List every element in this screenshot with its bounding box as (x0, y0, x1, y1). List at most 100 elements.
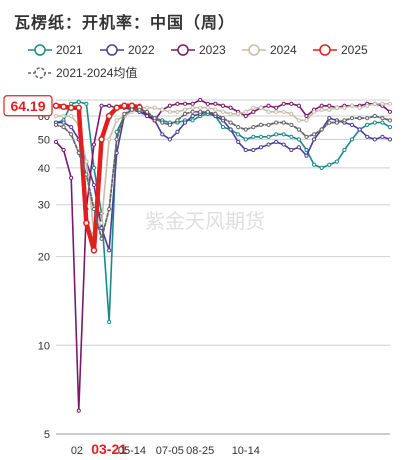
data-point (380, 101, 385, 106)
data-point (243, 113, 248, 119)
data-point (144, 105, 150, 110)
data-point (365, 116, 370, 121)
data-point (105, 112, 113, 120)
data-point (380, 120, 385, 125)
data-point (258, 122, 264, 127)
data-point (220, 109, 226, 114)
data-point (84, 172, 89, 177)
data-point (304, 153, 309, 158)
data-point (99, 103, 104, 108)
data-point (334, 159, 339, 164)
y-tick-label: 30 (38, 200, 50, 212)
data-point (69, 175, 74, 180)
data-point (304, 113, 309, 119)
data-point (274, 120, 279, 125)
data-point (372, 137, 377, 142)
data-point (167, 103, 172, 108)
data-point (281, 132, 286, 137)
data-point (213, 101, 218, 106)
data-point (113, 104, 120, 112)
axis: 51020304050606864.1902-03-2105-1407-0508… (3, 95, 390, 459)
data-point (236, 132, 241, 137)
data-point (251, 105, 256, 110)
legend-item[interactable]: 2023 (171, 43, 226, 57)
data-point (99, 225, 104, 231)
data-point (380, 116, 385, 121)
data-point (251, 147, 256, 153)
data-point (349, 103, 355, 108)
data-point (167, 137, 172, 142)
data-point (107, 319, 112, 325)
data-point (198, 97, 203, 103)
data-point (319, 165, 324, 171)
series-line (55, 99, 391, 412)
data-point (60, 103, 67, 111)
legend-item[interactable]: 2024 (242, 43, 297, 57)
data-point (266, 122, 271, 127)
data-point (365, 134, 370, 139)
data-point (311, 137, 317, 142)
data-point (99, 220, 104, 226)
data-point (190, 118, 195, 123)
data-point (258, 145, 264, 150)
data-point (228, 105, 233, 110)
legend-item[interactable]: 2021 (28, 43, 83, 57)
legend-item[interactable]: 2025 (313, 43, 368, 57)
data-point (372, 120, 377, 125)
data-point (327, 107, 332, 112)
data-point (99, 236, 104, 241)
data-point (83, 219, 90, 227)
data-point (365, 103, 370, 108)
data-point (84, 101, 89, 106)
data-point (251, 134, 256, 139)
data-point (107, 248, 112, 253)
last-value-label: 64.19 (10, 98, 45, 114)
data-point (213, 107, 218, 112)
data-point (296, 118, 302, 123)
data-point (387, 101, 393, 106)
data-point (387, 118, 393, 123)
data-point (266, 134, 271, 139)
data-point (76, 408, 81, 413)
data-point (182, 107, 188, 112)
watermark-text: 紫金天风期货 (145, 209, 265, 233)
data-point (296, 127, 302, 132)
data-point (266, 103, 271, 108)
data-point (190, 113, 195, 119)
data-point (205, 109, 210, 114)
data-point (114, 118, 119, 123)
data-point (319, 127, 324, 132)
y-tick-label: 50 (38, 134, 50, 146)
data-point (274, 132, 279, 137)
legend-item[interactable]: 2022 (100, 43, 155, 57)
x-tick-label: 08-25 (186, 445, 214, 457)
data-point (220, 125, 226, 130)
data-point (243, 109, 248, 114)
data-point (137, 107, 142, 112)
watermark: 紫金天风期货 (145, 209, 265, 233)
data-point (182, 120, 188, 125)
data-point (190, 109, 195, 114)
data-point (274, 139, 279, 145)
data-point (228, 111, 233, 117)
data-point (61, 125, 66, 130)
data-point (53, 113, 59, 119)
data-point (152, 116, 157, 121)
data-point (342, 118, 347, 123)
data-point (52, 102, 60, 110)
legend-label: 2023 (199, 43, 226, 57)
data-point (311, 132, 317, 137)
data-point (258, 105, 264, 110)
legend-item[interactable]: 2021-2024均值 (28, 65, 137, 80)
data-point (357, 116, 362, 121)
data-point (182, 101, 188, 106)
data-point (91, 165, 97, 171)
data-point (205, 101, 210, 106)
y-tick-label: 20 (38, 252, 50, 264)
data-point (327, 120, 332, 125)
data-point (53, 122, 59, 127)
data-point (349, 137, 355, 142)
data-point (281, 120, 286, 125)
legend-label: 2024 (270, 43, 297, 57)
data-point (160, 120, 165, 125)
